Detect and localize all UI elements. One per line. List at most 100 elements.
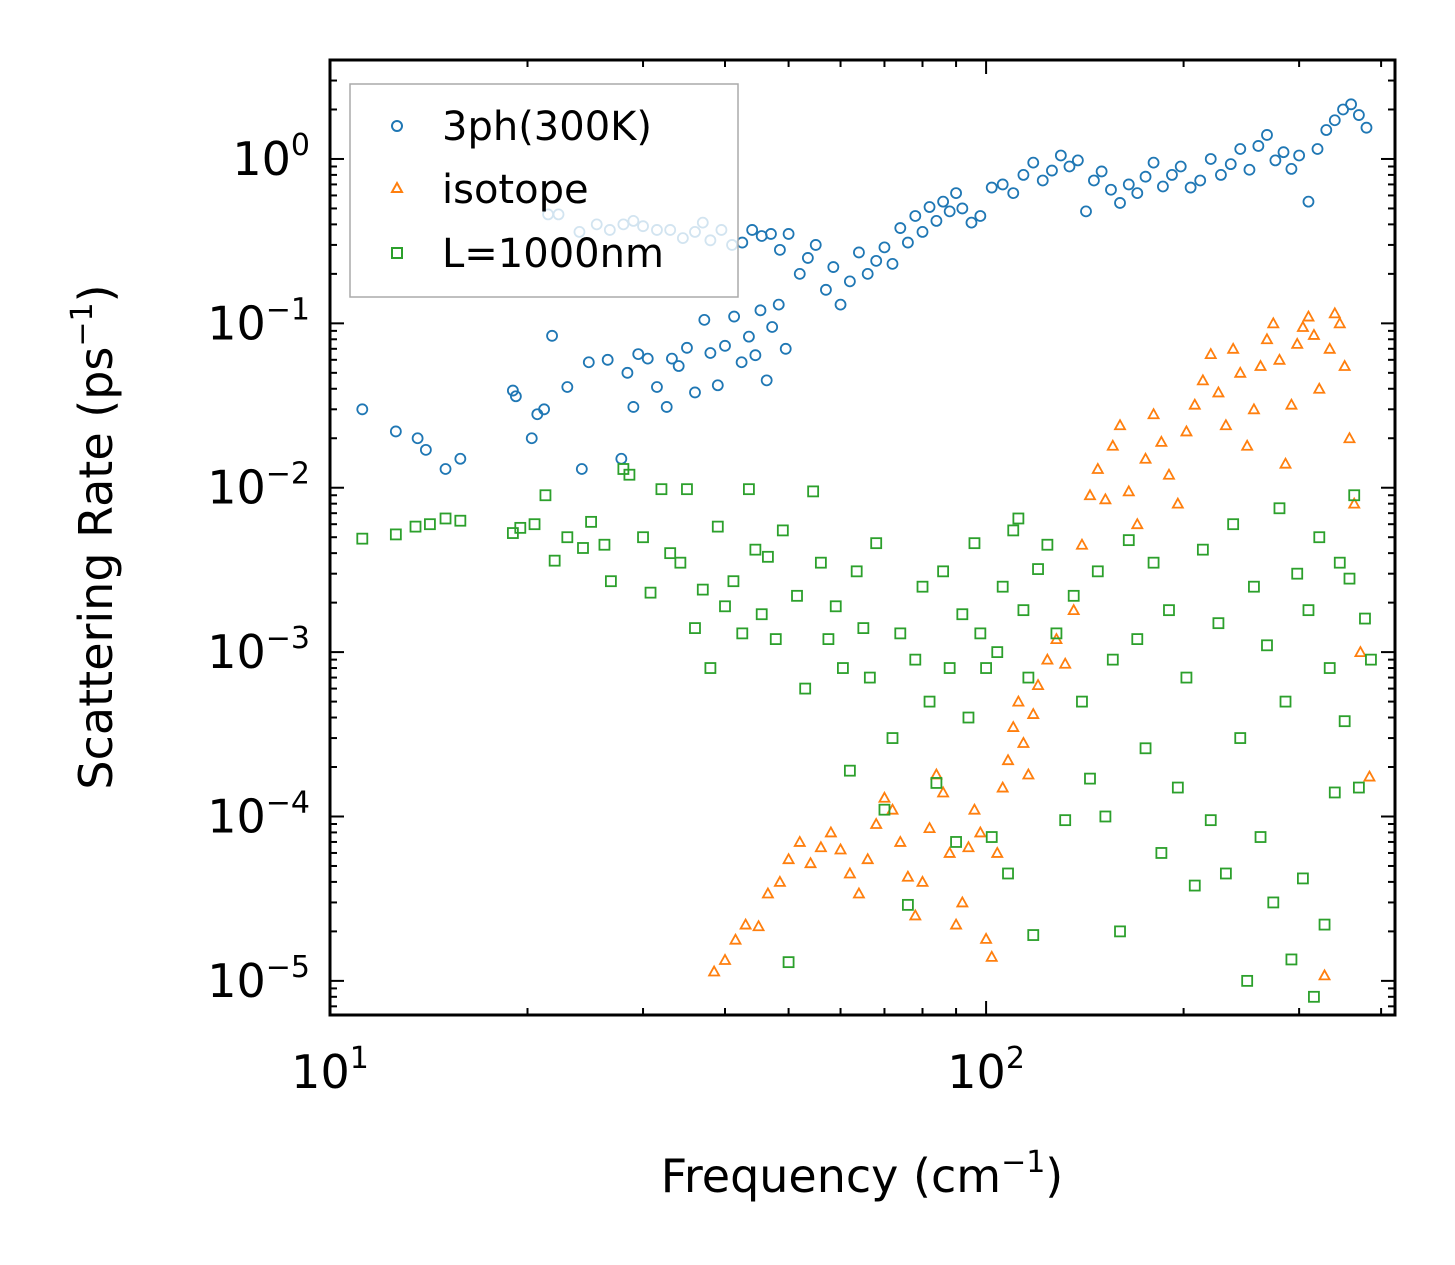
data-point-3ph (766, 321, 779, 333)
data-point-isotope (1290, 337, 1304, 349)
data-point-3ph (861, 267, 874, 280)
data-point-l1000nm (711, 520, 724, 533)
data-point-3ph (930, 214, 943, 227)
data-point-isotope (1307, 328, 1321, 340)
data-point-3ph (681, 341, 693, 354)
data-point-l1000nm (923, 695, 936, 708)
data-point-isotope (1006, 720, 1020, 732)
data-point-l1000nm (943, 662, 956, 674)
series-2 (356, 463, 1377, 1003)
data-point-3ph (704, 347, 717, 359)
data-point-isotope (1040, 652, 1054, 665)
data-point-l1000nm (1041, 538, 1054, 551)
data-point-l1000nm (909, 653, 922, 666)
data-point-l1000nm (1131, 633, 1144, 645)
data-point-3ph (546, 329, 558, 342)
data-point-3ph (1234, 143, 1247, 155)
data-point-3ph (909, 210, 922, 222)
data-point-3ph (974, 210, 987, 222)
data-point-l1000nm (439, 512, 452, 525)
data-point-3ph (601, 353, 614, 366)
data-point-l1000nm (1219, 867, 1232, 880)
data-point-isotope (1026, 707, 1040, 719)
data-point-3ph (615, 452, 628, 465)
data-point-3ph (719, 339, 731, 352)
data-point-l1000nm (886, 732, 899, 744)
data-point-l1000nm (1122, 534, 1135, 547)
data-point-3ph (736, 236, 749, 249)
data-point-isotope (990, 846, 1004, 858)
data-point-isotope (1162, 467, 1176, 480)
y-tick-label-2: 10−2 (207, 457, 310, 515)
data-point-l1000nm (1002, 867, 1014, 880)
data-point-l1000nm (878, 803, 891, 816)
data-point-isotope (1328, 306, 1342, 319)
data-point-3ph (506, 384, 519, 397)
data-point-l1000nm (755, 608, 768, 621)
data-point-3ph (525, 432, 538, 445)
data-point-3ph (1017, 168, 1030, 181)
data-point-isotope (1091, 462, 1105, 474)
data-point-3ph (782, 228, 795, 240)
data-point-l1000nm (974, 627, 987, 640)
data-point-l1000nm (1188, 879, 1201, 892)
data-point-3ph (1157, 180, 1169, 193)
data-point-3ph (774, 243, 786, 256)
data-point-l1000nm (1333, 556, 1346, 569)
data-point-l1000nm (901, 898, 914, 911)
data-point-3ph (509, 390, 522, 403)
data-point-isotope (1226, 341, 1240, 354)
data-point-3ph (1311, 143, 1324, 155)
data-point-isotope (1196, 373, 1210, 386)
data-point-l1000nm (1359, 612, 1371, 625)
data-point-l1000nm (1328, 786, 1341, 799)
data-point-3ph (728, 310, 741, 323)
data-point-3ph (1122, 178, 1135, 191)
data-point-3ph (689, 386, 701, 399)
data-point-isotope (869, 817, 883, 829)
data-point-isotope (1254, 359, 1268, 371)
data-point-3ph (809, 239, 822, 251)
data-point-3ph (754, 304, 767, 317)
data-point-isotope (1301, 309, 1315, 322)
data-point-l1000nm (454, 514, 467, 527)
data-point-l1000nm (1291, 567, 1304, 580)
data-point-3ph (916, 226, 929, 238)
data-point-3ph (641, 352, 654, 365)
data-point-l1000nm (409, 520, 422, 533)
data-point-isotope (1333, 316, 1347, 329)
data-point-l1000nm (1248, 580, 1260, 593)
data-point-3ph (582, 356, 595, 369)
data-point-3ph (894, 222, 907, 234)
y-tick-label-1: 10−1 (207, 292, 310, 350)
legend-label-l1000nm: L=1000nm (442, 231, 664, 277)
data-point-isotope (1179, 424, 1193, 437)
data-point-isotope (852, 886, 866, 899)
data-point-3ph (621, 366, 634, 379)
data-point-isotope (949, 917, 963, 930)
data-point-l1000nm (598, 538, 611, 551)
data-point-3ph (1007, 187, 1020, 199)
data-point-l1000nm (1106, 653, 1119, 666)
y-axis-label: Scattering Rate (ps−1) (65, 284, 123, 789)
data-point-3ph (356, 403, 369, 416)
data-point-3ph (1360, 121, 1373, 134)
data-point-isotope (967, 802, 981, 815)
data-point-l1000nm (1171, 781, 1184, 794)
data-point-3ph (575, 463, 588, 475)
data-point-isotope (1204, 347, 1218, 360)
data-point-l1000nm (644, 586, 657, 599)
data-point-3ph (772, 298, 785, 311)
data-point-l1000nm (1114, 925, 1126, 938)
data-point-3ph (878, 241, 891, 254)
data-point-3ph (760, 374, 773, 387)
data-point-isotope (1021, 767, 1035, 780)
x-tick-label-1: 102 (947, 1041, 1025, 1099)
data-point-l1000nm (769, 633, 782, 645)
data-point-isotope (793, 835, 807, 847)
legend-marker-isotope (390, 180, 404, 193)
data-point-l1000nm (743, 483, 755, 496)
data-point-isotope (782, 852, 796, 865)
data-point-3ph (1139, 170, 1152, 183)
data-point-3ph (746, 224, 759, 236)
